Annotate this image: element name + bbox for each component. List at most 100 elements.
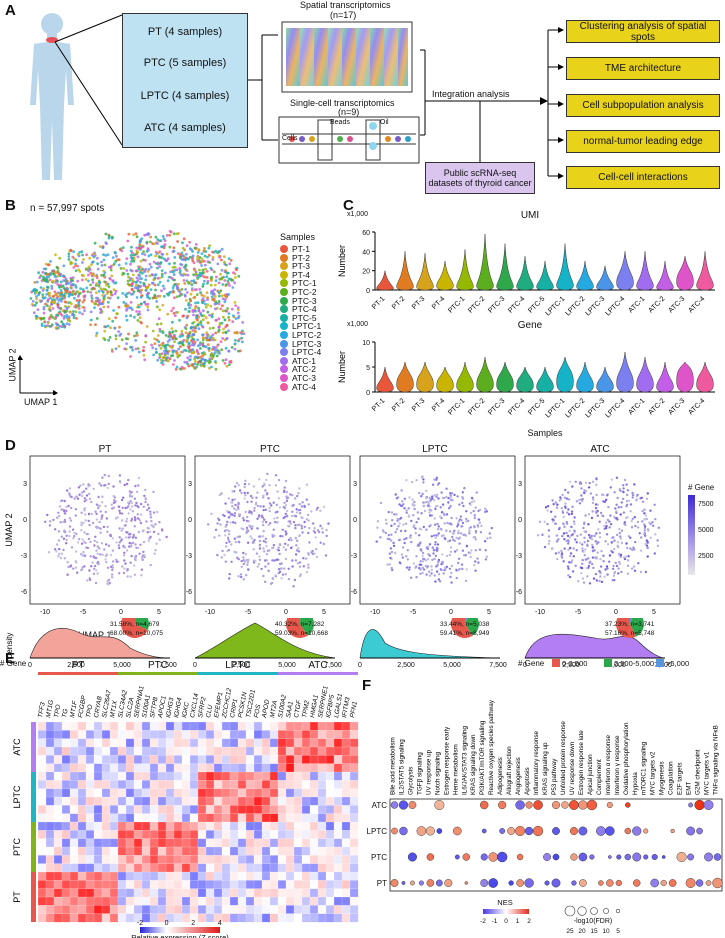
- umap-cell: [415, 479, 418, 482]
- heatmap-gene-label: TG: [61, 708, 69, 718]
- heatmap-cell: [197, 863, 207, 873]
- umap-cell: [582, 550, 585, 554]
- umap-spot: [180, 288, 184, 291]
- umap-cell: [258, 547, 262, 550]
- umap-cell: [48, 524, 52, 527]
- umap-cell: [618, 531, 621, 535]
- umap-spot: [185, 252, 188, 256]
- umap-cell: [261, 496, 265, 499]
- umap-cell: [103, 473, 107, 477]
- umap-spot: [131, 256, 134, 260]
- umap-spot: [231, 320, 235, 323]
- samples-legend-title: Samples: [280, 232, 316, 242]
- umap-cell: [106, 486, 110, 490]
- umap-cell: [600, 565, 603, 568]
- heatmap-cell: [317, 888, 327, 898]
- heatmap-gene-label: S100A2: [277, 694, 288, 718]
- heatmap-cell: [237, 896, 247, 906]
- umap-cell: [585, 567, 588, 570]
- umap-spot: [89, 291, 92, 294]
- heatmap-cell: [53, 780, 63, 789]
- heatmap-cell: [245, 913, 255, 923]
- umap-cell: [473, 526, 476, 529]
- umap-cell: [565, 522, 569, 525]
- umap-spot: [221, 337, 225, 340]
- heatmap-cell: [157, 888, 167, 898]
- heatmap-gene-label: S100A1: [141, 694, 152, 718]
- umap-cell: [263, 518, 266, 521]
- umap-cell: [313, 531, 317, 534]
- umap-spot: [204, 267, 207, 271]
- umap-spot: [159, 343, 163, 347]
- heatmap-cell: [213, 805, 223, 814]
- umap-cell: [260, 567, 263, 571]
- umap-spot: [203, 358, 207, 362]
- umap-cell: [80, 529, 83, 532]
- heatmap-cell: [173, 896, 183, 906]
- umap-spot: [227, 257, 231, 260]
- heatmap-cell: [117, 846, 127, 856]
- umap-cell: [605, 521, 608, 524]
- pie-slice: [616, 618, 637, 638]
- umap-spot: [63, 310, 67, 314]
- umap-cell: [54, 528, 57, 531]
- umap-cell: [620, 501, 623, 504]
- umap-spot: [108, 336, 112, 339]
- umap-spot: [51, 307, 55, 310]
- umap-cell: [305, 483, 309, 486]
- umap-spot: [187, 346, 191, 349]
- integration-label: Integration analysis: [432, 89, 510, 99]
- umap-spot: [182, 258, 185, 261]
- umap-cell: [656, 544, 660, 547]
- umap-cell: [305, 498, 308, 501]
- pathway-label: Inflammatory response: [533, 730, 540, 795]
- umap-cell: [103, 548, 106, 551]
- heatmap-cell: [37, 738, 47, 748]
- umap-cell: [223, 514, 226, 518]
- heatmap-cell: [293, 788, 303, 798]
- umap-spot: [184, 294, 187, 298]
- umap-cell: [93, 567, 96, 570]
- heatmap-cell: [93, 855, 103, 864]
- umap-cell: [468, 529, 471, 533]
- umap-cell: [68, 517, 72, 520]
- umap-cell: [606, 573, 609, 576]
- umap-spot: [214, 331, 218, 335]
- dotplot-dot: [571, 880, 577, 886]
- dotplot-dot: [616, 854, 622, 860]
- heatmap-cell: [157, 755, 167, 764]
- umap-spot: [150, 343, 154, 347]
- umap-spot: [174, 367, 178, 371]
- umap-spot: [87, 279, 90, 283]
- heatmap-cell: [133, 805, 143, 814]
- umap-cell: [629, 503, 633, 506]
- umap-cell: [277, 478, 281, 482]
- umap-spot: [127, 275, 130, 279]
- umap-spot: [125, 257, 129, 260]
- umap-cell: [397, 525, 400, 528]
- heatmap-cell: [333, 755, 343, 764]
- umap-cell: [611, 579, 614, 582]
- umap-cell: [248, 524, 251, 527]
- umap-cell: [91, 521, 95, 525]
- umap-cell: [654, 533, 657, 536]
- umap-spot: [171, 350, 175, 354]
- heatmap-cell: [45, 796, 55, 806]
- dotplot-dot: [687, 853, 694, 861]
- heatmap-cell: [253, 763, 263, 773]
- heatmap-cell: [165, 763, 175, 773]
- violin-pt-3: [416, 361, 434, 393]
- umap-spot: [189, 299, 193, 302]
- heatmap-cell: [285, 838, 295, 848]
- heatmap-cell: [333, 880, 343, 889]
- heatmap-cell: [301, 771, 311, 781]
- heatmap-group-bar: [38, 672, 118, 675]
- heatmap-cell: [157, 880, 167, 889]
- umap-cell: [256, 517, 259, 520]
- umap-spot: [199, 355, 203, 359]
- umap-cell: [461, 549, 465, 552]
- umap-cell: [104, 505, 107, 508]
- umap-cell: [570, 512, 574, 516]
- umap-spot: [207, 253, 211, 257]
- dotplot-dot: [578, 800, 588, 810]
